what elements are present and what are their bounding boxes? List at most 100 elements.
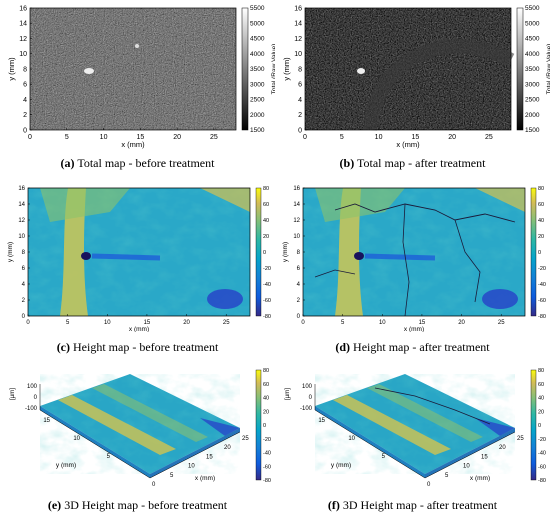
colorbar — [255, 369, 262, 481]
colorbar-tick-label: 0 — [263, 423, 266, 429]
crack-lines — [334, 203, 516, 223]
z-tick-label: 0 — [34, 395, 38, 401]
y-axis-label: y (mm) — [56, 462, 76, 469]
y-tick-label: 16 — [18, 186, 25, 192]
y-tick-label: 8 — [23, 66, 27, 73]
y-tick-label: 6 — [297, 266, 301, 272]
y-axis-label: y (mm) — [282, 242, 289, 262]
y-tick-label: 2 — [23, 112, 27, 119]
y-tick-label: 10 — [73, 436, 80, 442]
x-tick-label: 25 — [498, 320, 505, 326]
y-tick-label: 5 — [107, 454, 111, 460]
y-tick-label: 14 — [294, 21, 302, 28]
x-axis-label: x (mm) — [396, 140, 420, 149]
colorbar-tick-label: 20 — [538, 409, 544, 415]
y-tick-label: 12 — [19, 36, 27, 43]
colorbar-tick-label: 0 — [538, 423, 541, 429]
y-tick-label: 16 — [294, 5, 302, 12]
caption-f: (f) 3D Height map - after treatment — [327, 498, 498, 512]
x-tick-label: 20 — [499, 445, 506, 451]
colorbar — [516, 7, 524, 131]
colorbar — [530, 187, 537, 317]
y-tick-label: 16 — [19, 5, 27, 12]
x-tick-label: 10 — [188, 464, 195, 470]
colorbar-tick-label: 40 — [538, 218, 544, 224]
y-tick-label: 2 — [22, 298, 26, 304]
colorbar-tick-label: 2500 — [250, 97, 265, 104]
x-tick-label: 25 — [210, 134, 218, 141]
x-tick-label: 15 — [411, 134, 419, 141]
colorbar-tick-label: 60 — [263, 202, 269, 208]
y-tick-label: 14 — [19, 21, 27, 28]
x-tick-label: 10 — [100, 134, 108, 141]
x-tick-label: 20 — [448, 134, 456, 141]
total-map-before-chart: 0 5 10 15 20 25 0 2 4 6 8 10 12 14 16 x (mm) y (mm) 5500 5… — [7, 5, 275, 149]
x-tick-label: 5 — [341, 320, 345, 326]
y-tick-label: 16 — [293, 186, 300, 192]
y-tick-label: 15 — [318, 418, 325, 424]
colorbar-tick-label: -20 — [263, 266, 271, 272]
y-tick-label: 12 — [294, 36, 302, 43]
z-tick-label: -100 — [300, 406, 313, 412]
z-tick-label: 0 — [309, 395, 313, 401]
x-axis-label: x (mm) — [129, 326, 149, 332]
y-tick-label: 0 — [298, 127, 302, 134]
x-tick-label: 5 — [445, 473, 449, 479]
y-tick-label: 2 — [297, 298, 301, 304]
colorbar-tick-label: 5000 — [525, 20, 540, 27]
caption-c: (c) Height map - before treatment — [56, 340, 219, 354]
x-tick-label: 20 — [183, 320, 190, 326]
x-axis-label: x (mm) — [470, 475, 490, 482]
z-axis-label: [µm] — [10, 388, 16, 400]
colorbar-tick-label: 5000 — [250, 20, 265, 27]
y-tick-label: 0 — [297, 314, 301, 320]
y-tick-label: 12 — [293, 218, 300, 224]
total-map-after-chart: 0 5 10 15 20 25 0 2 4 6 8 10 12 14 16 x (mm) y (mm) 5500 5… — [282, 5, 550, 149]
x-tick-label: 0 — [152, 482, 156, 488]
colorbar-tick-label: 2000 — [525, 112, 540, 119]
colorbar-tick-label: 4000 — [250, 51, 265, 58]
z-axis-label: [µm] — [285, 388, 291, 400]
y-axis-label: y (mm) — [7, 242, 14, 262]
y-tick-label: 15 — [43, 418, 50, 424]
x-tick-label: 10 — [104, 320, 111, 326]
y-tick-label: 4 — [297, 282, 301, 288]
x-tick-label: 15 — [419, 320, 426, 326]
colorbar-label: Total (Raw Value) — [546, 44, 550, 95]
colorbar-tick-label: -40 — [538, 451, 546, 457]
colorbar-tick-label: 3000 — [250, 81, 265, 88]
colorbar-tick-label: 40 — [263, 396, 269, 402]
3d-height-map-before-chart: 100 0 -100 [µm] 15 10 5 y (mm) 0 5 10 15 20 25 x (mm) 8… — [10, 368, 271, 488]
height-map-before-chart: 0 5 10 15 20 25 0 2 4 6 8 10 12 14 16 x (mm) y (mm) 80 60 4… — [7, 186, 271, 332]
colorbar-tick-label: 60 — [538, 382, 544, 388]
colorbar-tick-label: 3000 — [525, 81, 540, 88]
x-tick-label: 15 — [144, 320, 151, 326]
caption-d: (d) Height map - after treatment — [335, 340, 490, 354]
hole — [81, 252, 91, 260]
y-tick-label: 14 — [293, 202, 300, 208]
3d-height-map-after-chart: 100 0 -100 [µm] 15 10 5 y (mm) 0 5 10 15 20 25 x (mm) 8… — [285, 368, 546, 488]
y-tick-label: 8 — [298, 66, 302, 73]
colorbar-tick-label: 2000 — [250, 112, 265, 119]
colorbar-tick-label: 1500 — [525, 127, 540, 134]
colorbar-tick-label: 0 — [538, 250, 541, 256]
x-tick-label: 0 — [26, 320, 30, 326]
colorbar-tick-label: 80 — [538, 368, 544, 374]
y-tick-label: 5 — [382, 454, 386, 460]
colorbar-tick-label: -20 — [538, 266, 546, 272]
colorbar-tick-label: -80 — [538, 478, 546, 484]
colorbar-tick-label: -80 — [263, 314, 271, 320]
colorbar-tick-label: 20 — [263, 409, 269, 415]
x-tick-label: 0 — [28, 134, 32, 141]
y-tick-label: 6 — [22, 266, 26, 272]
colorbar-tick-label: 60 — [538, 202, 544, 208]
y-tick-label: 10 — [348, 436, 355, 442]
colorbar-tick-label: 40 — [263, 218, 269, 224]
ridge-band — [60, 188, 88, 316]
y-tick-label: 14 — [18, 202, 25, 208]
x-tick-label: 5 — [170, 473, 174, 479]
y-tick-label: 4 — [298, 97, 302, 104]
colorbar-tick-label: -20 — [538, 437, 546, 443]
x-tick-label: 10 — [379, 320, 386, 326]
x-tick-label: 0 — [427, 482, 431, 488]
